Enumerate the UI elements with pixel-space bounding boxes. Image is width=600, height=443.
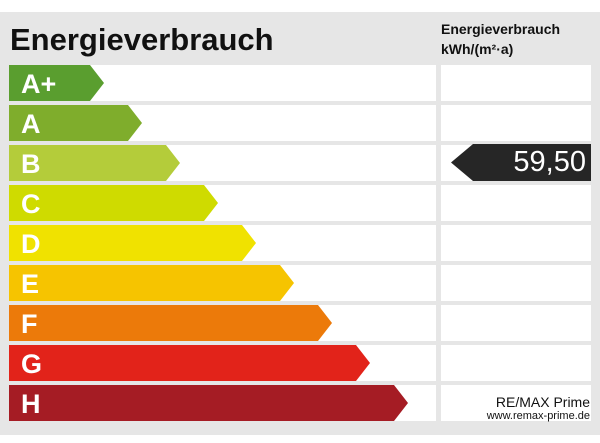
class-letter: A [21,109,41,139]
class-arrow [9,185,218,221]
class-arrow [9,225,256,261]
class-letter: B [21,149,41,179]
brand-url: www.remax-prime.de [486,410,590,422]
class-letter: C [21,189,41,219]
class-arrow [9,105,142,141]
indicator-arrow [451,144,591,181]
value-cell [441,345,591,381]
value-cell [441,185,591,221]
brand: RE/MAX Prime www.remax-prime.de [487,394,590,423]
class-arrow [9,265,294,301]
value-cell [441,385,591,421]
unit-header-line2: kWh/(m²·a) [441,41,514,57]
value-cell [441,65,591,101]
class-letter: A+ [21,69,57,99]
value-cell [441,225,591,261]
class-arrow [9,145,180,181]
unit-header-line1: Energieverbrauch [441,21,561,37]
class-arrow [9,305,332,341]
class-arrow [9,345,370,381]
class-arrow [9,65,104,101]
value-cell [441,265,591,301]
class-letter: G [21,349,43,379]
class-letter: F [21,309,38,339]
value-cell [441,105,591,141]
value-cell [441,305,591,341]
class-arrow [9,385,408,421]
indicator-value: 59,50 [513,146,586,178]
unit-header: Energieverbrauch kWh/(m²·a) [441,19,591,59]
class-letter: D [21,229,41,259]
class-letter: H [21,389,41,419]
label-title: Energieverbrauch [10,22,274,57]
brand-name: RE/MAX Prime [495,394,590,410]
class-letter: E [21,269,40,299]
